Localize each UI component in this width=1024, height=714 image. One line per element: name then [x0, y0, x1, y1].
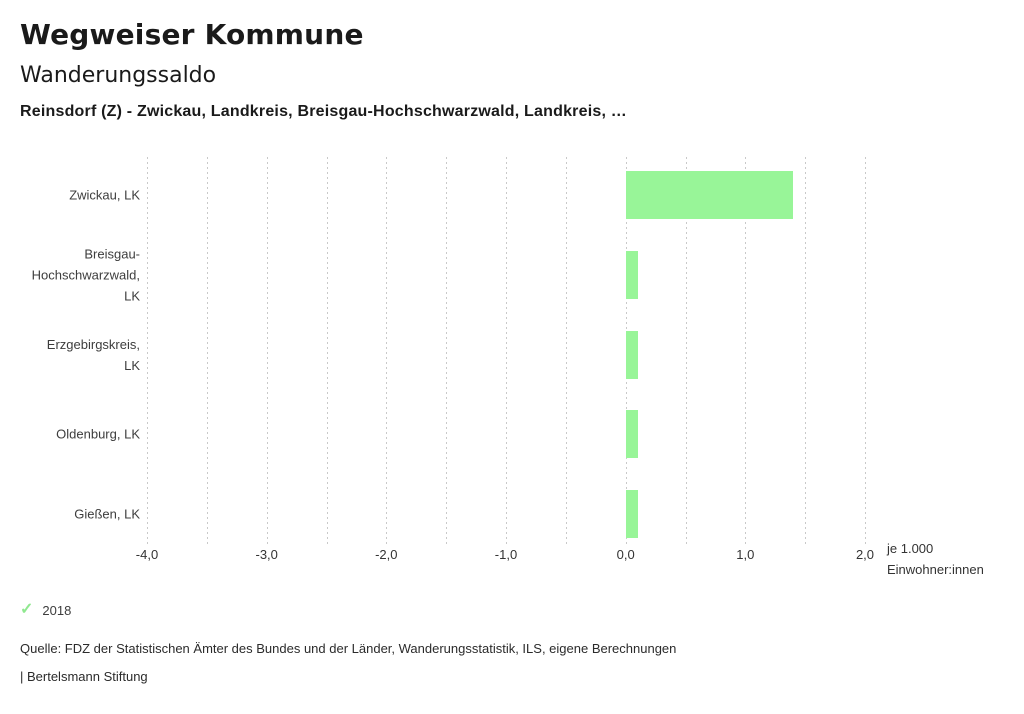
- app-title: Wegweiser Kommune: [20, 18, 364, 51]
- category-label: Oldenburg, LK: [56, 426, 140, 442]
- gridline: [206, 157, 208, 545]
- plot-area: [147, 157, 866, 545]
- legend-year-label: 2018: [42, 602, 72, 618]
- bar-2[interactable]: [625, 250, 638, 299]
- chart-subtitle: Reinsdorf (Z) - Zwickau, Landkreis, Brei…: [20, 103, 627, 120]
- gridline: [326, 157, 328, 545]
- x-tick-label: 2,0: [855, 547, 875, 562]
- x-tick-label: 1,0: [736, 547, 755, 562]
- gridline: [865, 157, 866, 545]
- gridline: [386, 157, 388, 545]
- axis-unit-line2: Einwohner:innen: [887, 562, 984, 577]
- bar-5[interactable]: [625, 490, 638, 538]
- gridline: [506, 157, 507, 545]
- bar-4[interactable]: [625, 410, 638, 459]
- x-tick-label: -1,0: [494, 547, 518, 562]
- x-tick-label: -2,0: [375, 547, 398, 562]
- check-icon: ✓: [20, 601, 34, 618]
- x-tick-label: 0,0: [616, 547, 635, 562]
- axis-unit-line1: je 1.000: [887, 541, 934, 556]
- bar-3[interactable]: [625, 330, 638, 379]
- source-note: Quelle: FDZ der Statistischen Ämter des …: [20, 641, 677, 656]
- x-tick-label: -4,0: [135, 547, 159, 562]
- brand-note: | Bertelsmann Stiftung: [20, 669, 148, 684]
- gridline: [446, 157, 448, 545]
- gridline: [266, 157, 268, 545]
- gridline: [147, 157, 148, 545]
- bar-1[interactable]: [625, 171, 794, 219]
- category-label: Breisgau-Hochschwarzwald, LK: [31, 246, 140, 304]
- gridline: [745, 157, 747, 545]
- gridline: [685, 157, 687, 545]
- category-label: Erzgebirgskreis, LK: [46, 336, 140, 373]
- chart-title: Wanderungssaldo: [20, 63, 217, 88]
- legend-item-2018[interactable]: ✓ 2018: [20, 602, 71, 618]
- gridline: [805, 157, 807, 545]
- axis-unit-label: je 1.000 Einwohner:innen: [887, 538, 1024, 580]
- category-label: Zwickau, LK: [69, 187, 140, 203]
- category-label: Gießen, LK: [74, 506, 140, 522]
- category-labels: Zwickau, LK Breisgau-Hochschwarzwald, LK E…: [0, 157, 140, 545]
- gridline: [565, 157, 567, 545]
- x-tick-label: -3,0: [255, 547, 278, 562]
